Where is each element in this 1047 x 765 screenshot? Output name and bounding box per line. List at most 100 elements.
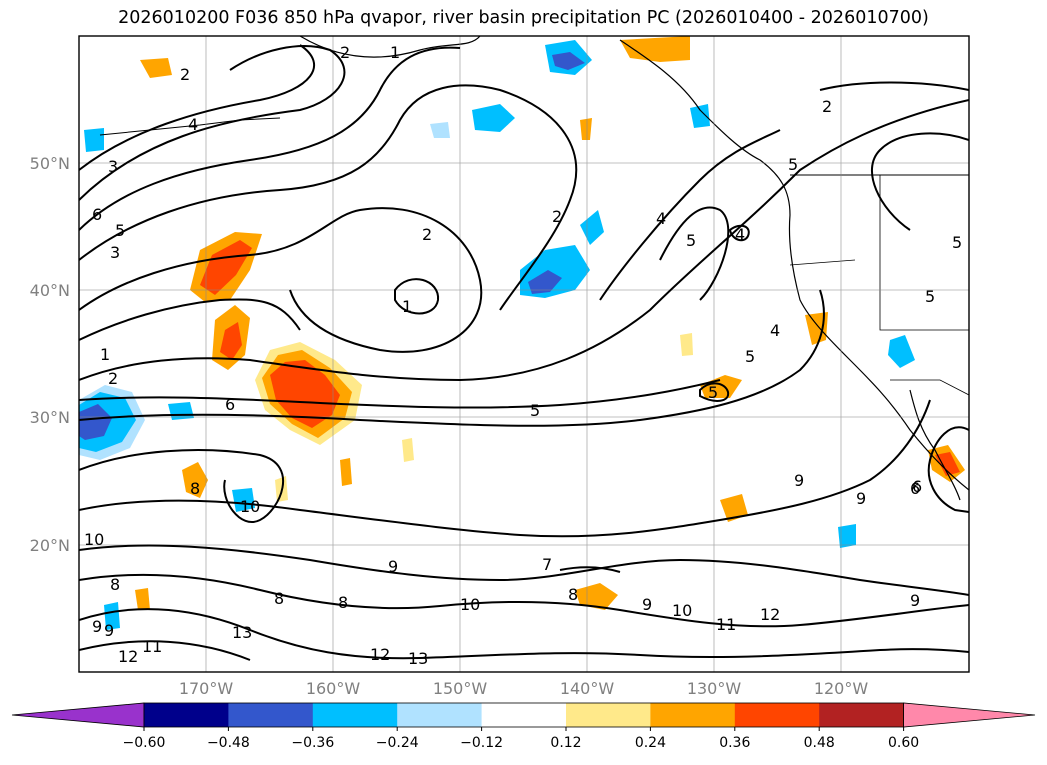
contour-label: 12 bbox=[760, 605, 780, 624]
colorbar-tick-label: −0.48 bbox=[207, 735, 250, 751]
colorbar-segment bbox=[650, 703, 736, 727]
contour-label: 4 bbox=[735, 225, 745, 244]
contour-label: 13 bbox=[408, 649, 428, 668]
precip-patch bbox=[79, 404, 112, 440]
contour-label: 8 bbox=[338, 593, 348, 612]
precip-patch bbox=[200, 240, 252, 295]
contour-label: 10 bbox=[240, 497, 260, 516]
contour-label: 2 bbox=[108, 369, 118, 388]
contour-label: 8 bbox=[110, 575, 120, 594]
border bbox=[879, 175, 969, 331]
contour-label: 6 bbox=[225, 395, 235, 414]
precip-patch bbox=[580, 118, 592, 140]
contour-label: 9 bbox=[104, 621, 114, 640]
colorbar-tick-label: 0.12 bbox=[550, 735, 581, 751]
precip-patch bbox=[340, 458, 352, 486]
contour-label: 9 bbox=[388, 557, 398, 576]
colorbar-tick-label: −0.36 bbox=[291, 735, 334, 751]
colorbar-extend-high bbox=[903, 702, 1036, 728]
precip-patch bbox=[528, 270, 562, 294]
precip-patch bbox=[472, 104, 515, 132]
contour-label: 6 bbox=[910, 479, 920, 498]
contour-label: 3 bbox=[110, 243, 120, 262]
contour-label: 2 bbox=[340, 43, 350, 62]
contour-label: 9 bbox=[642, 595, 652, 614]
latitude-labels: 50°N 40°N 30°N 20°N bbox=[30, 154, 70, 555]
lon-label: 150°W bbox=[433, 679, 488, 698]
precip-patch bbox=[182, 462, 208, 498]
lat-label: 20°N bbox=[30, 536, 70, 555]
map-title: 2026010200 F036 850 hPa qvapor, river ba… bbox=[118, 8, 929, 28]
contour-label: 1 bbox=[390, 43, 400, 62]
precip-patch bbox=[580, 210, 604, 245]
contour-label: 8 bbox=[274, 589, 284, 608]
precip-patch bbox=[140, 58, 172, 78]
map-frame bbox=[78, 35, 970, 673]
contour-label: 5 bbox=[530, 401, 540, 420]
contour-label: 6 bbox=[92, 205, 102, 224]
precip-patch bbox=[430, 122, 450, 138]
colorbar-extend-low bbox=[11, 702, 145, 728]
contour-label: 8 bbox=[190, 479, 200, 498]
colorbar-frame bbox=[143, 702, 904, 728]
contour-label: 2 bbox=[822, 97, 832, 116]
precip-patch bbox=[888, 335, 915, 368]
contour-label: 7 bbox=[542, 555, 552, 574]
contour-label: 5 bbox=[708, 383, 718, 402]
contour-label: 4 bbox=[188, 115, 198, 134]
contour-label: 2 bbox=[422, 225, 432, 244]
border bbox=[890, 379, 969, 396]
contour-label: 8 bbox=[568, 585, 578, 604]
contour-label: 9 bbox=[856, 489, 866, 508]
graticule bbox=[79, 36, 969, 672]
contour-label: 5 bbox=[952, 233, 962, 252]
contour-label: 12 bbox=[118, 647, 138, 666]
colorbar: −0.60 −0.48 −0.36 −0.24 −0.12 0.12 0.24 0.36 0.4… bbox=[11, 702, 1036, 751]
contour-label-layer: 2 1 2 4 3 6 5 3 1 2 6 5 2 2 1 4 5 4 5 4 … bbox=[84, 43, 962, 668]
precip-patch bbox=[84, 128, 104, 152]
colorbar-segment bbox=[397, 703, 483, 727]
contour-label: 12 bbox=[370, 645, 390, 664]
contour-label: 4 bbox=[770, 321, 780, 340]
precip-patch bbox=[104, 602, 120, 630]
precip-patch bbox=[680, 333, 693, 356]
border bbox=[789, 259, 856, 266]
precip-patch bbox=[805, 312, 828, 345]
precip-patch bbox=[720, 494, 748, 522]
precip-patch bbox=[620, 36, 690, 62]
contour-label: 1 bbox=[402, 297, 412, 316]
colorbar-tick-label: 0.36 bbox=[719, 735, 750, 751]
contour-label: 10 bbox=[460, 595, 480, 614]
colorbar-tick-label: 0.24 bbox=[635, 735, 666, 751]
contour-label: 5 bbox=[745, 347, 755, 366]
contour-label: 5 bbox=[788, 155, 798, 174]
lon-label: 160°W bbox=[306, 679, 361, 698]
contour-label: 3 bbox=[108, 157, 118, 176]
coastline bbox=[99, 117, 281, 136]
colorbar-segment bbox=[228, 703, 314, 727]
longitude-labels: 170°W 160°W 150°W 140°W 130°W 120°W bbox=[179, 679, 869, 698]
contour-label: 9 bbox=[910, 591, 920, 610]
colorbar-tick-label: 0.48 bbox=[804, 735, 835, 751]
contour-label: 11 bbox=[142, 637, 162, 656]
contour-label: 9 bbox=[794, 471, 804, 490]
colorbar-segment bbox=[566, 703, 651, 727]
lat-label: 50°N bbox=[30, 154, 70, 173]
contour-label: 13 bbox=[232, 623, 252, 642]
contour-label: 2 bbox=[180, 65, 190, 84]
lat-label: 40°N bbox=[30, 281, 70, 300]
precip-patch bbox=[135, 588, 150, 610]
contour-label: 5 bbox=[686, 231, 696, 250]
precip-patch bbox=[690, 104, 710, 128]
contour-label: 11 bbox=[716, 615, 736, 634]
contour-label: 5 bbox=[115, 221, 125, 240]
contour-label: 10 bbox=[672, 601, 692, 620]
lon-label: 130°W bbox=[687, 679, 742, 698]
contour-label: 9 bbox=[92, 617, 102, 636]
precip-patch bbox=[935, 452, 960, 476]
lon-label: 120°W bbox=[814, 679, 869, 698]
precip-patch bbox=[552, 52, 585, 70]
lon-label: 140°W bbox=[560, 679, 615, 698]
colorbar-segment bbox=[819, 703, 905, 727]
